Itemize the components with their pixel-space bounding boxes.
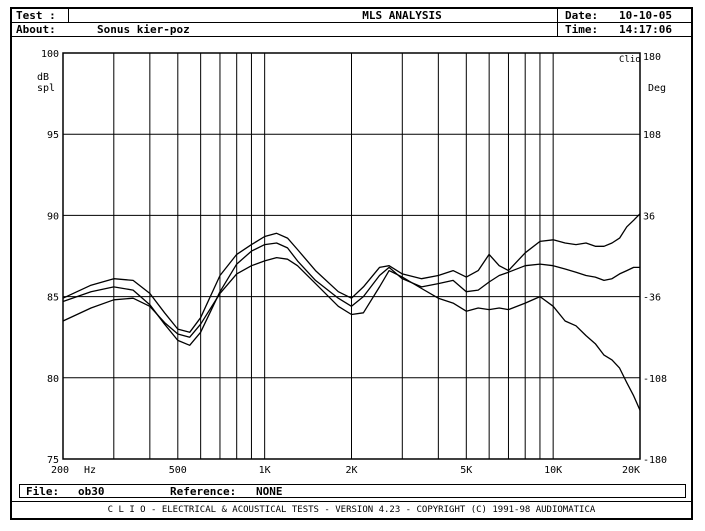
response-curve-3 — [62, 256, 641, 411]
x-tick-label: 500 — [169, 465, 187, 476]
x-tick-label: 1K — [259, 465, 271, 476]
y2-axis-label: Deg — [648, 83, 666, 94]
header-row-1: Test : MLS ANALYSIS Date: 10-10-05 — [12, 9, 691, 23]
y-tick-label: 100 — [41, 49, 59, 60]
y-tick-label: 75 — [47, 455, 59, 466]
y2-tick-label: -180 — [643, 455, 667, 466]
y2-tick-label: 180 — [643, 52, 661, 63]
y2-tick-label: -108 — [643, 374, 667, 385]
y-tick-label: 90 — [47, 211, 59, 222]
y-axis-label-spl: spl — [37, 83, 55, 94]
clio-corner-label: Clio — [619, 55, 641, 65]
test-label: Test : — [16, 9, 56, 22]
y-tick-label: 95 — [47, 130, 59, 141]
x-tick-label: 2K — [345, 465, 357, 476]
x-tick-label: 10K — [544, 465, 562, 476]
file-label: File: — [26, 485, 60, 498]
reference-value: NONE — [256, 485, 283, 498]
x-tick-label: 5K — [460, 465, 472, 476]
time-label: Time: — [565, 23, 599, 36]
response-curve-2 — [62, 242, 640, 346]
file-info-bar: File: ob30 Reference: NONE — [19, 484, 686, 498]
plot-area-border — [62, 52, 641, 460]
reference-label: Reference: — [170, 485, 237, 498]
y2-tick-label: 36 — [643, 211, 655, 222]
header-row-2: About: Sonus kier-poz Time: 14:17:06 — [12, 23, 691, 37]
date-value: 10-10-05 — [619, 9, 672, 22]
about-value: Sonus kier-poz — [97, 23, 190, 36]
about-label: About: — [16, 23, 56, 36]
x-tick-label: 20K — [622, 465, 640, 476]
report-title: MLS ANALYSIS — [362, 9, 442, 22]
x-unit-label: Hz — [84, 465, 96, 476]
file-value: ob30 — [78, 485, 105, 498]
time-value: 14:17:06 — [619, 23, 672, 36]
y2-tick-label: 108 — [643, 130, 661, 141]
y-tick-label: 85 — [47, 293, 59, 304]
footer-bar: C L I O - ELECTRICAL & ACOUSTICAL TESTS … — [12, 501, 691, 518]
header-divider-2 — [557, 9, 558, 37]
y2-tick-label: -36 — [643, 293, 661, 304]
footer-text: C L I O - ELECTRICAL & ACOUSTICAL TESTS … — [107, 505, 596, 515]
y-axis-label-db: dB — [37, 72, 49, 83]
y-tick-label: 80 — [47, 374, 59, 385]
x-tick-label: 200 — [51, 465, 69, 476]
date-label: Date: — [565, 9, 599, 22]
header-divider-1 — [68, 9, 69, 23]
response-curve-1 — [62, 213, 641, 333]
